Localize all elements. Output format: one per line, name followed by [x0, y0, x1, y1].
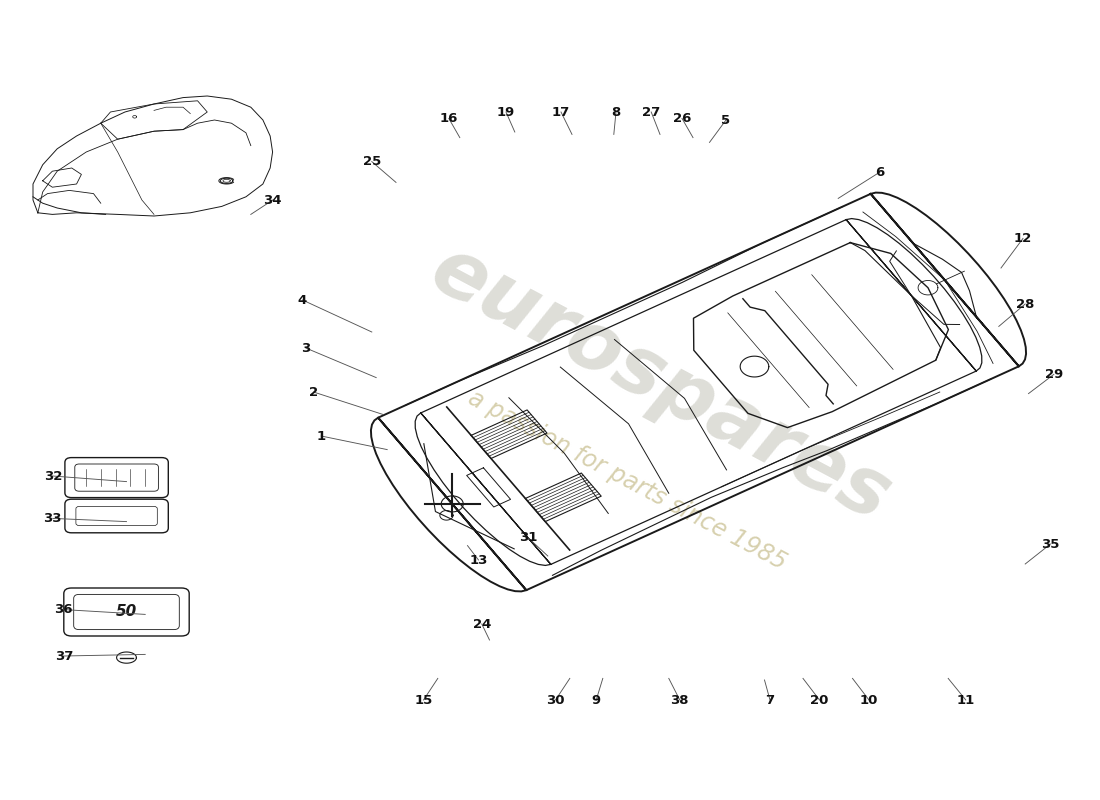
Text: 11: 11 — [957, 694, 975, 706]
Text: 28: 28 — [1016, 298, 1034, 310]
Text: 36: 36 — [55, 603, 73, 616]
Text: 38: 38 — [671, 694, 689, 706]
Text: 9: 9 — [592, 694, 601, 706]
Text: 35: 35 — [1042, 538, 1059, 550]
Text: 30: 30 — [547, 694, 564, 706]
Text: 16: 16 — [440, 112, 458, 125]
Text: 5: 5 — [722, 114, 730, 126]
Text: 17: 17 — [552, 106, 570, 118]
Text: 24: 24 — [473, 618, 491, 630]
Text: 4: 4 — [298, 294, 307, 306]
Text: 19: 19 — [497, 106, 515, 118]
Text: 32: 32 — [44, 470, 62, 482]
Text: 25: 25 — [363, 155, 381, 168]
Text: 2: 2 — [309, 386, 318, 398]
Text: 8: 8 — [612, 106, 620, 118]
Text: 29: 29 — [1045, 368, 1063, 381]
Text: 31: 31 — [519, 531, 537, 544]
Text: 15: 15 — [415, 694, 432, 706]
Text: 13: 13 — [470, 554, 487, 566]
Text: 37: 37 — [55, 650, 73, 662]
Text: 20: 20 — [811, 694, 828, 706]
Text: a passion for parts since 1985: a passion for parts since 1985 — [464, 386, 790, 574]
Text: 27: 27 — [642, 106, 660, 118]
Text: 34: 34 — [264, 194, 282, 206]
Text: 6: 6 — [876, 166, 884, 178]
Text: 3: 3 — [301, 342, 310, 354]
Text: 10: 10 — [860, 694, 878, 706]
Text: 12: 12 — [1014, 232, 1032, 245]
Text: 1: 1 — [317, 430, 326, 442]
Text: 26: 26 — [673, 112, 691, 125]
Text: eurospares: eurospares — [417, 230, 903, 538]
Text: 33: 33 — [44, 512, 62, 525]
Text: 50: 50 — [116, 605, 138, 619]
Text: 7: 7 — [766, 694, 774, 706]
